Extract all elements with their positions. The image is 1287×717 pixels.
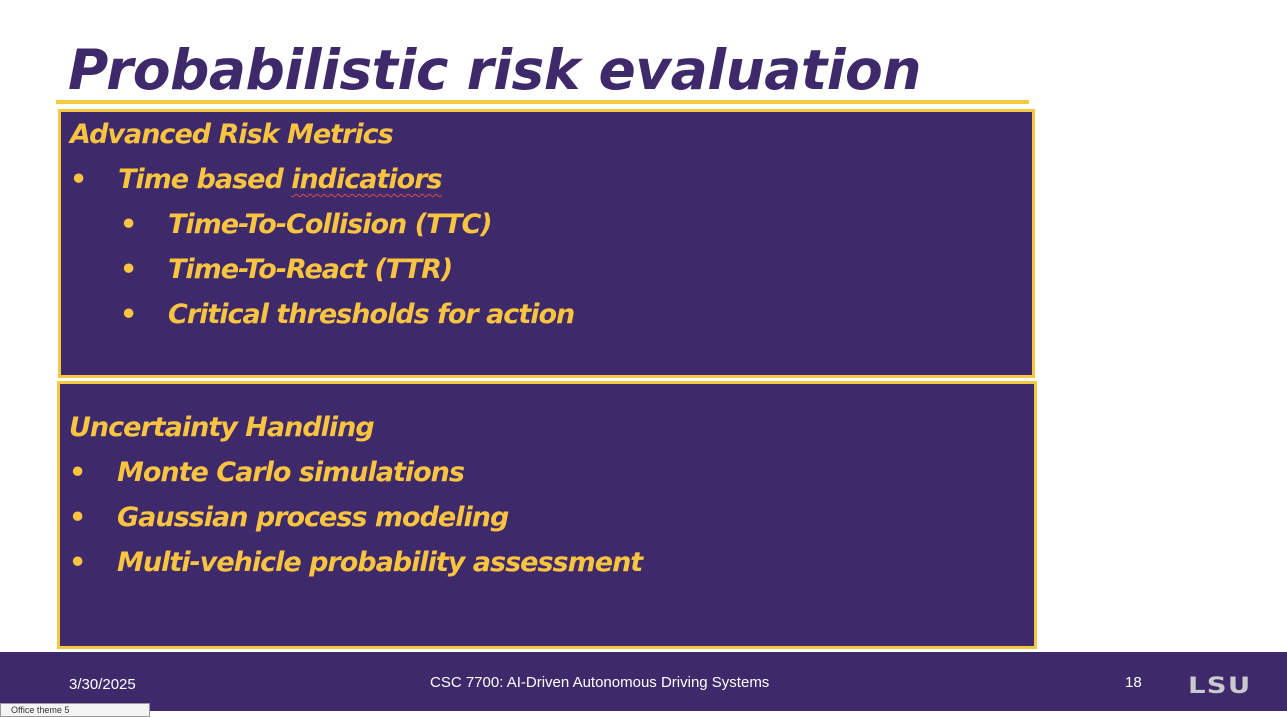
list-item: • Time-To-React (TTR) [70,247,453,292]
bullet-icon: • [120,299,137,330]
bullet-icon: • [69,547,86,578]
theme-tooltip: Office theme 5 [0,703,150,717]
bullet-icon: • [69,502,86,533]
slide-number: 18 [1125,674,1142,691]
section-heading: Advanced Risk Metrics [70,119,394,150]
list-item-text: Time-To-React (TTR) [168,254,453,285]
list-item-text: Multi-vehicle probability assessment [117,547,643,578]
list-item: • Multi-vehicle probability assessment [69,540,643,585]
list-item: • Gaussian process modeling [69,495,509,540]
slide-footer: 3/30/2025 CSC 7700: AI-Driven Autonomous… [0,652,1287,711]
list-item-text: Critical thresholds for action [168,299,575,330]
misspelled-word[interactable]: indicatiors [291,164,442,195]
list-item: • Time-To-Collision (TTC) [70,202,493,247]
list-item: • Monte Carlo simulations [69,450,465,495]
list-item: • Critical thresholds for action [70,292,575,337]
list-item-text: Time-To-Collision (TTC) [168,209,493,240]
bullet-icon: • [120,209,137,240]
uncertainty-handling-text: Uncertainty Handling • Monte Carlo simul… [69,405,643,585]
advanced-risk-metrics-text: Advanced Risk Metrics • Time based indic… [70,112,575,337]
bullet-icon: • [120,254,137,285]
lsu-logo: LSU [1188,674,1252,699]
footer-date: 3/30/2025 [69,676,136,693]
list-item: • Time based indicatiors [70,157,443,202]
uncertainty-handling-box[interactable]: Uncertainty Handling • Monte Carlo simul… [57,381,1037,649]
bullet-icon: • [70,164,87,195]
advanced-risk-metrics-box[interactable]: Advanced Risk Metrics • Time based indic… [58,109,1035,378]
title-underline [56,100,1029,104]
list-item-text: Monte Carlo simulations [117,457,465,488]
slide-title: Probabilistic risk evaluation [68,38,922,102]
list-item-text-part: Time based [118,164,292,195]
section-heading: Uncertainty Handling [69,412,375,443]
footer-course-title: CSC 7700: AI-Driven Autonomous Driving S… [430,674,770,691]
bullet-icon: • [69,457,86,488]
list-item-text: Gaussian process modeling [117,502,509,533]
list-item-text: Time based indicatiors [118,157,443,202]
